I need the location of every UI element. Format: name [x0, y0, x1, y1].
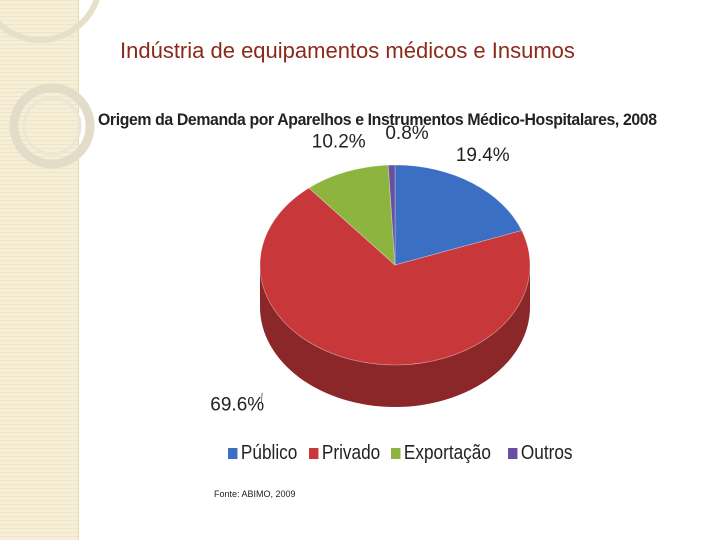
decorative-rings — [0, 0, 100, 169]
chart-title: Origem da Demanda por Aparelhos e Instru… — [98, 110, 657, 129]
legend-label: Exportação — [404, 442, 492, 464]
data-label-privado: 69.6% — [210, 395, 264, 416]
pie-slice-outros — [387, 164, 396, 266]
pie-slice-side-privado — [260, 265, 530, 407]
legend-item-outros: Outros — [507, 442, 573, 465]
legend-swatch — [507, 448, 518, 459]
data-label-exportação: 10.2% — [312, 131, 366, 152]
legend-swatch — [308, 448, 319, 459]
legend-label: Privado — [321, 442, 380, 464]
legend-swatch — [228, 448, 238, 459]
slide-title: Indústria de equipamentos médicos e Insu… — [120, 38, 575, 63]
pie-slice-privado — [259, 187, 531, 366]
data-label-outros: 0.8% — [385, 123, 428, 144]
legend-swatch — [391, 448, 401, 459]
legend-label: Outros — [520, 442, 573, 464]
leader-line-privado — [260, 392, 263, 403]
legend-item-privado: Privado — [308, 442, 380, 465]
chart-legend: Público Privado Exportação Outros — [228, 442, 573, 465]
slide-decoration-sidebar — [0, 0, 100, 540]
source-note: Fonte: ABIMO, 2009 — [214, 489, 296, 499]
data-label-público: 19.4% — [456, 145, 510, 166]
legend-label: Público — [240, 442, 298, 464]
pie-slice-público — [394, 164, 523, 266]
pie-slice-exportação — [308, 164, 396, 266]
legend-item-público: Público — [228, 442, 297, 465]
legend-item-exportação: Exportação — [391, 442, 491, 465]
